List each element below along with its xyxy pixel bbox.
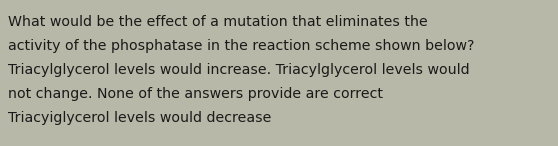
Text: Triacylglycerol levels would increase. Triacylglycerol levels would: Triacylglycerol levels would increase. T…: [8, 63, 470, 77]
Text: activity of the phosphatase in the reaction scheme shown below?: activity of the phosphatase in the react…: [8, 39, 474, 53]
Text: What would be the effect of a mutation that eliminates the: What would be the effect of a mutation t…: [8, 15, 428, 29]
Text: not change. None of the answers provide are correct: not change. None of the answers provide …: [8, 87, 383, 101]
Text: Triacyiglycerol levels would decrease: Triacyiglycerol levels would decrease: [8, 111, 271, 125]
